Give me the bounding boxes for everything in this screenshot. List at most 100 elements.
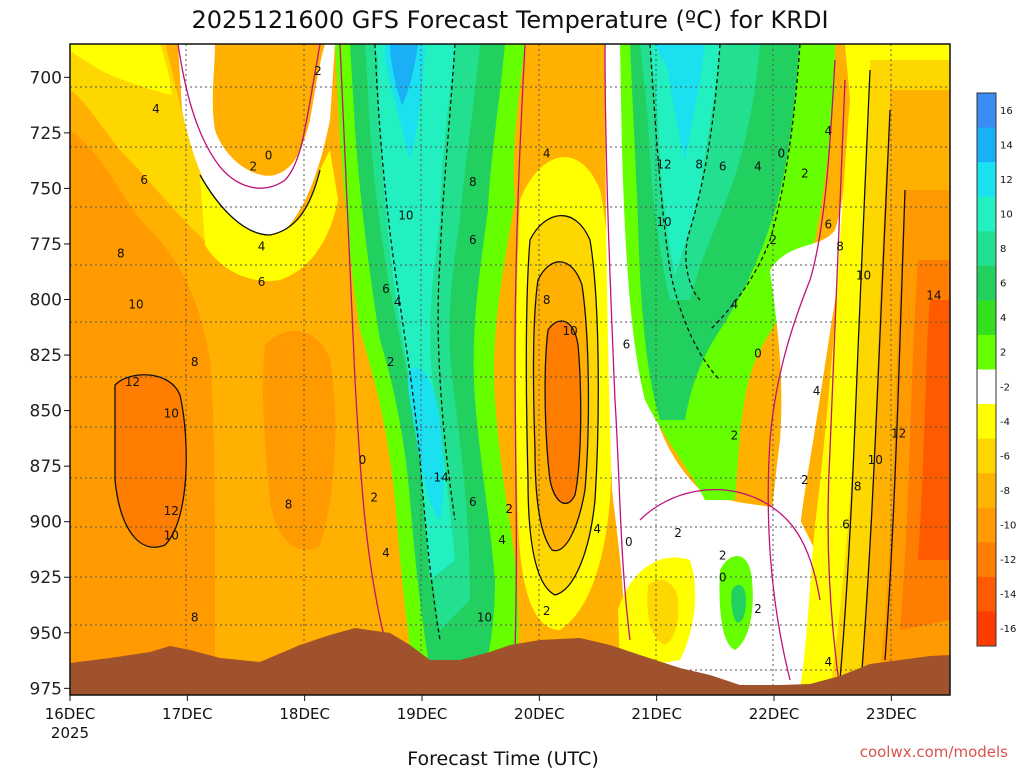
- cold-core-21dec: [655, 44, 705, 160]
- contour-value-label: 6: [842, 517, 850, 531]
- contour-labels: 4681012108121082064280242461086146241084…: [117, 64, 942, 695]
- colorbar-label: 6: [1000, 279, 1006, 290]
- contour-value-label: 4: [754, 160, 762, 174]
- colorbar-label: -8: [1000, 486, 1010, 497]
- y-tick-label: 800: [30, 291, 62, 311]
- colorbar-frame: [976, 92, 997, 647]
- y-tick-label: 975: [30, 679, 62, 699]
- warm-patch-21dec-b: [647, 580, 679, 645]
- cold-region-19dec-e: [385, 44, 444, 520]
- contour-value-label: 2: [731, 428, 739, 442]
- y-tick-label: 825: [30, 346, 62, 366]
- colorbar-swatch: [977, 334, 996, 370]
- contour-value-label: 10: [656, 215, 671, 229]
- x-tick-label: 21DEC: [631, 705, 682, 723]
- colorbar-swatch: [977, 404, 996, 440]
- contour-value-label: 6: [140, 173, 148, 187]
- white-band-21dec: [605, 44, 820, 690]
- colorbar-label: 8: [1000, 244, 1006, 255]
- colorbar-swatch: [977, 196, 996, 232]
- contour-value-label: 10: [164, 528, 179, 542]
- plot-area: 4681012108121082064280242461086146241084…: [70, 44, 950, 695]
- colorbar-swatch: [977, 576, 996, 612]
- x-tick-label: 19DEC: [397, 705, 448, 723]
- colorbar-label: -16: [1000, 624, 1016, 635]
- contour-value-label: 6: [469, 495, 477, 509]
- contour-lines: [114, 44, 906, 691]
- contour-value-label: 6: [623, 337, 631, 351]
- contour-value-label: 12: [125, 375, 140, 389]
- contour-value-label: 0: [265, 149, 273, 163]
- yellow-band-17dec: [200, 150, 338, 281]
- colorbar-swatch: [977, 507, 996, 543]
- x-tick-year: 2025: [51, 724, 89, 742]
- x-axis-ticks: 16DEC 17DEC 18DEC 19DEC 20DEC 21DEC 22DEC 23DEC: [45, 695, 917, 723]
- y-tick-label: 950: [30, 624, 62, 644]
- colorbar: 16 14 12 10 8 6 4 2 -2 -4 -6 -8 -10 -12 -14 -16: [976, 92, 1016, 647]
- warm-core-west: [115, 374, 187, 548]
- colorbar-label: -10: [1000, 521, 1016, 532]
- y-tick-label: 775: [30, 235, 62, 255]
- contour-value-label: 12: [891, 426, 906, 440]
- colorbar-label: -6: [1000, 451, 1010, 462]
- terrain: [70, 628, 950, 695]
- contour-value-label: 2: [314, 64, 322, 78]
- contour-value-label: 14: [926, 289, 941, 303]
- contour-value-label: 2: [674, 526, 682, 540]
- colorbar-swatch: [977, 93, 996, 129]
- colorbar-swatch: [977, 265, 996, 301]
- contour-value-label: 2: [801, 166, 809, 180]
- contour-value-label: 12: [164, 504, 179, 518]
- contour-value-label: 10: [128, 297, 143, 311]
- warm-region-18dec: [262, 330, 336, 550]
- x-tick-label: 20DEC: [514, 705, 565, 723]
- contour-value-label: 4: [824, 124, 832, 138]
- colorbar-swatch: [977, 438, 996, 474]
- cold-core-19dec: [390, 44, 418, 105]
- contour-value-label: 2: [370, 491, 378, 505]
- contour-value-label: 2: [250, 160, 258, 174]
- contour-value-label: 2: [719, 548, 727, 562]
- yellow-region-nw: [70, 44, 230, 245]
- contour-value-label: 8: [285, 497, 293, 511]
- contour-value-label: 4: [824, 655, 832, 669]
- contour-value-label: 8: [117, 246, 125, 260]
- x-tick-label: 18DEC: [279, 705, 330, 723]
- y-tick-label: 925: [30, 568, 62, 588]
- contour-value-label: 2: [505, 502, 513, 516]
- contour-value-label: 4: [498, 533, 506, 547]
- gridlines: [70, 44, 950, 695]
- contour-value-label: 10: [856, 269, 871, 283]
- y-tick-label: 750: [30, 179, 62, 199]
- colorbar-label: -12: [1000, 555, 1016, 566]
- contour-value-label: 4: [813, 384, 821, 398]
- contour-value-label: 4: [731, 297, 739, 311]
- colorbar-label: -14: [1000, 590, 1016, 601]
- white-band-17dec: [178, 44, 335, 236]
- contour-value-label: 2: [387, 355, 395, 369]
- contour-value-label: 10: [398, 209, 413, 223]
- contour-value-label: 10: [164, 406, 179, 420]
- y-tick-label: 850: [30, 402, 62, 422]
- contour-value-label: 4: [593, 522, 601, 536]
- chart-title: 2025121600 GFS Forecast Temperature (ºC)…: [191, 6, 828, 34]
- contour-value-label: 8: [543, 293, 551, 307]
- contour-value-label: 2: [543, 604, 551, 618]
- colorbar-label: -4: [1000, 417, 1010, 428]
- contour-value-label: 2: [754, 602, 762, 616]
- contour-value-label: 10: [868, 453, 883, 467]
- contour-value-label: 0: [719, 571, 727, 585]
- colorbar-label: 16: [1000, 106, 1013, 117]
- colorbar-swatch: [977, 473, 996, 509]
- y-tick-label: 700: [30, 68, 62, 88]
- colorbar-swatch: [977, 369, 996, 405]
- x-axis-label: Forecast Time (UTC): [407, 748, 598, 768]
- colorbar-label: 10: [1000, 209, 1013, 220]
- cold-patch-22dec-b: [731, 584, 746, 623]
- y-tick-label: 900: [30, 513, 62, 533]
- x-tick-label: 23DEC: [866, 705, 917, 723]
- colorbar-label: 2: [1000, 348, 1006, 359]
- warm-core-east: [918, 300, 950, 560]
- contour-value-label: 8: [191, 355, 199, 369]
- credit-text: coolwx.com/models: [860, 743, 1008, 761]
